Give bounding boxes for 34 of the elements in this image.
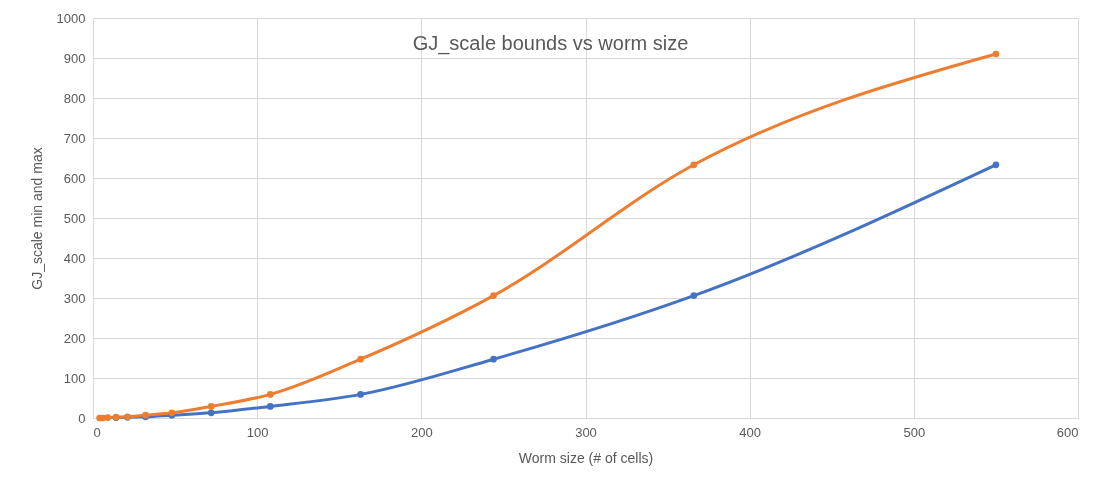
y-tick-label: 1000 <box>56 10 86 26</box>
y-tick-label: 900 <box>63 50 86 66</box>
x-tick-label: 500 <box>903 424 926 440</box>
point <box>357 355 364 363</box>
point <box>266 391 274 398</box>
x-tick-label: 600 <box>1056 424 1079 440</box>
x-tick-label: 300 <box>575 424 597 440</box>
text: GJ_scale bounds vs worm size <box>412 32 689 55</box>
point <box>992 50 1000 58</box>
x-tick-label: 100 <box>246 424 269 440</box>
x-tick-label: 0 <box>93 424 101 440</box>
point <box>490 355 497 363</box>
y-tick-label: 300 <box>63 290 86 306</box>
y-tick-label: 700 <box>63 130 86 146</box>
point <box>690 292 698 299</box>
point <box>992 161 1000 169</box>
y-tick-label: 100 <box>63 370 86 386</box>
x-axis-title: Worm size (# of cells) <box>518 449 654 466</box>
y-tick-label: 400 <box>63 250 86 266</box>
point <box>690 161 698 169</box>
point <box>490 292 497 299</box>
point <box>104 414 112 421</box>
y-tick-label: 200 <box>63 330 86 346</box>
x-tick-label: 200 <box>410 424 433 440</box>
point <box>357 391 364 398</box>
point <box>207 403 215 410</box>
y-tick-label: 500 <box>63 210 86 226</box>
y-tick-label: 600 <box>63 170 86 186</box>
y-tick-label: 800 <box>63 90 86 106</box>
point <box>266 403 274 410</box>
x-tick-label: 400 <box>739 424 762 440</box>
y-axis-title: GJ_scale min and max <box>28 147 45 290</box>
y-tick-label: 0 <box>78 410 86 426</box>
point <box>207 409 215 417</box>
